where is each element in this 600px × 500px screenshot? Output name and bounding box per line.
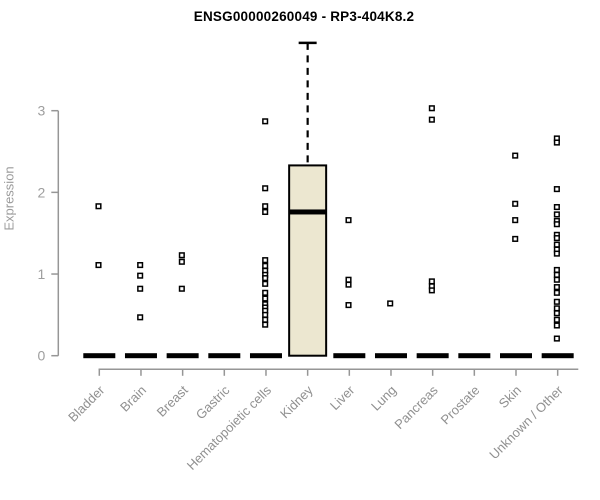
outlier-point [553, 284, 560, 291]
zero-median-bar [541, 353, 574, 359]
outlier-point [512, 217, 519, 224]
zero-median-bar [333, 353, 366, 359]
x-category-label: Kidney [277, 382, 316, 421]
chart-title: ENSG00000260049 - RP3-404K8.2 [193, 9, 415, 24]
x-category-label: Liver [327, 382, 358, 413]
outlier-point [137, 285, 144, 292]
x-category-label: Skin [496, 383, 524, 411]
box [288, 164, 328, 357]
outlier-point [428, 105, 435, 112]
x-category-label: Gastric [193, 382, 233, 422]
outlier-point [553, 221, 560, 228]
outlier-point [512, 200, 519, 207]
outlier-point [262, 316, 269, 323]
outlier-point [345, 217, 352, 224]
outlier-point [137, 261, 144, 269]
outlier-point [553, 316, 560, 323]
y-tick-label: 0 [38, 348, 46, 364]
outlier-point [262, 208, 269, 216]
outlier-point [512, 235, 519, 242]
outlier-point [428, 278, 435, 285]
outlier-point [137, 314, 144, 321]
outlier-point [262, 203, 269, 210]
outlier-point [553, 211, 560, 218]
outlier-point [262, 289, 269, 296]
y-tick-label: 2 [38, 184, 46, 200]
zero-median-bar [500, 353, 532, 359]
zero-median-bar [249, 353, 282, 359]
outlier-point [262, 262, 269, 269]
outlier-point [428, 116, 435, 123]
y-tick-label: 3 [38, 103, 46, 119]
x-category-label: Prostate [438, 383, 483, 428]
outlier-point [345, 302, 352, 309]
outlier-point [553, 204, 560, 211]
outlier-point [512, 152, 519, 159]
zero-median-bar [124, 353, 157, 359]
outlier-point [95, 261, 102, 269]
outlier-point [553, 250, 560, 257]
zero-median-bar [458, 353, 491, 359]
zero-median-bar [166, 353, 199, 359]
outlier-point [262, 118, 269, 125]
x-category-label: Unknown / Other [486, 382, 566, 462]
outlier-point [387, 300, 394, 307]
outlier-point [553, 322, 560, 329]
median-line [289, 209, 327, 215]
outlier-point [345, 281, 352, 288]
outlier-point [178, 252, 185, 259]
outlier-point [262, 257, 269, 264]
outlier-point [553, 335, 560, 342]
outlier-point [178, 258, 185, 265]
outlier-point [428, 287, 435, 294]
outlier-point [137, 272, 144, 279]
outlier-point [553, 289, 560, 296]
x-category-label: Breast [154, 382, 191, 419]
outlier-point [553, 241, 560, 248]
zero-median-bar [83, 353, 116, 359]
outlier-point [553, 276, 560, 283]
outlier-point [178, 285, 185, 292]
outlier-point [262, 321, 269, 328]
x-category-label: Brain [117, 383, 149, 415]
outlier-point [553, 186, 560, 193]
y-tick-label: 1 [38, 266, 46, 282]
outlier-point [553, 266, 560, 273]
x-category-label: Bladder [65, 382, 108, 425]
x-category-label: Lung [368, 383, 399, 414]
outlier-point [95, 203, 102, 210]
outlier-point [262, 185, 269, 192]
zero-median-bar [374, 353, 407, 359]
outlier-point [553, 310, 560, 317]
outlier-point [262, 275, 269, 282]
outlier-point [262, 280, 269, 287]
outlier-point [553, 305, 560, 312]
zero-median-bar [416, 353, 449, 359]
outlier-point [553, 139, 560, 146]
outlier-point [262, 311, 269, 318]
outlier-point [553, 235, 560, 242]
zero-median-bar [208, 353, 241, 359]
outlier-point [262, 295, 269, 302]
outlier-point [553, 298, 560, 305]
outlier-point [345, 276, 352, 283]
x-category-label: Pancreas [391, 382, 441, 432]
outlier-point [553, 271, 560, 278]
